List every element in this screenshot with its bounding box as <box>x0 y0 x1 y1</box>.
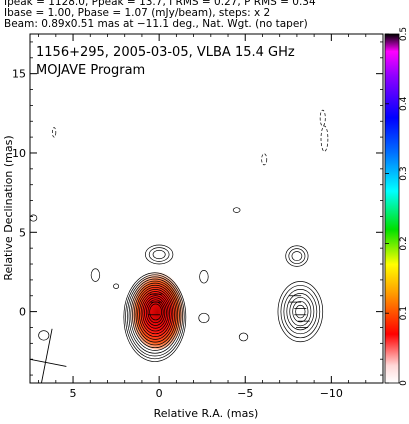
component-contour <box>90 268 101 282</box>
y-axis-label: Relative Declination (mas) <box>2 135 15 280</box>
core-contour <box>137 289 174 340</box>
x-axis-label: Relative R.A. (mas) <box>154 407 259 420</box>
header-line-peaks: Ipeak = 1128.0, Ppeak = 13.7, I RMS = 0.… <box>4 0 316 8</box>
core-contour <box>132 282 179 349</box>
x-tick-label: 5 <box>70 387 77 400</box>
component-contour <box>286 293 315 331</box>
component-contour <box>289 296 312 327</box>
chart-title: 1156+295, 2005-03-05, VLBA 15.4 GHz <box>36 45 295 60</box>
polarization-vectors <box>147 293 310 328</box>
component-contour <box>232 207 241 213</box>
component-contour <box>292 300 309 323</box>
colorbar-tick-label: 0.4 <box>399 96 409 111</box>
core-contour <box>130 280 180 351</box>
y-tick-label: 0 <box>19 306 26 319</box>
component-contour <box>152 249 166 260</box>
component-contour <box>38 330 50 341</box>
component-contour <box>280 285 321 339</box>
negative-contour <box>319 109 326 127</box>
core-contour <box>123 272 187 362</box>
beam-symbol <box>30 328 67 383</box>
component-contour <box>30 214 38 222</box>
core-contour <box>142 295 169 332</box>
component-contour <box>283 289 318 335</box>
colorbar-tick-label: 0.1 <box>399 306 409 320</box>
component-contour <box>145 244 174 265</box>
x-tick-label: 0 <box>156 387 163 400</box>
component-contour <box>238 332 249 342</box>
beam-minor-axis <box>30 358 67 367</box>
core-contour <box>140 293 171 335</box>
component-contour <box>285 245 309 267</box>
colorbar-tick-label: 0.2 <box>399 236 409 250</box>
core-contour <box>149 303 162 321</box>
component-contour <box>198 312 210 324</box>
core-contour <box>125 274 185 360</box>
y-tick-label: 10 <box>12 147 26 160</box>
core-contour <box>126 276 183 357</box>
colorbar-tick-label: 0.3 <box>399 166 409 180</box>
colorbar <box>384 33 400 384</box>
plot-area <box>30 34 383 383</box>
negative-contour <box>52 127 57 138</box>
colorbar-tick-label: 0 <box>399 380 409 386</box>
header-line-base: Ibase = 1.00, Pbase = 1.07 (mJy/beam), s… <box>4 7 271 19</box>
component-contour <box>199 270 209 284</box>
component-contour <box>113 283 120 289</box>
plot-frame <box>29 33 384 384</box>
component-contour <box>295 304 306 319</box>
y-tick-label: 15 <box>12 68 26 81</box>
axis-ticks: 5 0 −5 −10 0 5 10 15 <box>12 34 384 400</box>
core-contour <box>135 286 175 343</box>
colorbar-ticks: 0 0.1 0.2 0.3 0.4 0.5 <box>385 27 409 386</box>
negative-contour <box>320 125 329 152</box>
core-contour <box>133 284 177 346</box>
negative-contour-group <box>52 109 329 166</box>
core-contour <box>145 299 166 326</box>
component-contour <box>291 251 303 262</box>
colorbar-tick-label: 0.5 <box>399 27 409 41</box>
negative-contour <box>261 153 268 166</box>
core-contour <box>128 278 182 354</box>
contour-group <box>30 207 324 362</box>
y-tick-label: 5 <box>19 226 26 239</box>
core-contour <box>144 297 167 329</box>
chart-subtitle: MOJAVE Program <box>36 63 145 78</box>
header-line-beam: Beam: 0.89x0.51 mas at −11.1 deg., Nat. … <box>4 18 308 30</box>
component-contour <box>148 247 170 262</box>
x-tick-label: −10 <box>320 387 343 400</box>
component-contour <box>277 281 324 343</box>
core-contour <box>138 291 172 337</box>
x-tick-label: −5 <box>237 387 253 400</box>
component-contour <box>288 248 306 264</box>
